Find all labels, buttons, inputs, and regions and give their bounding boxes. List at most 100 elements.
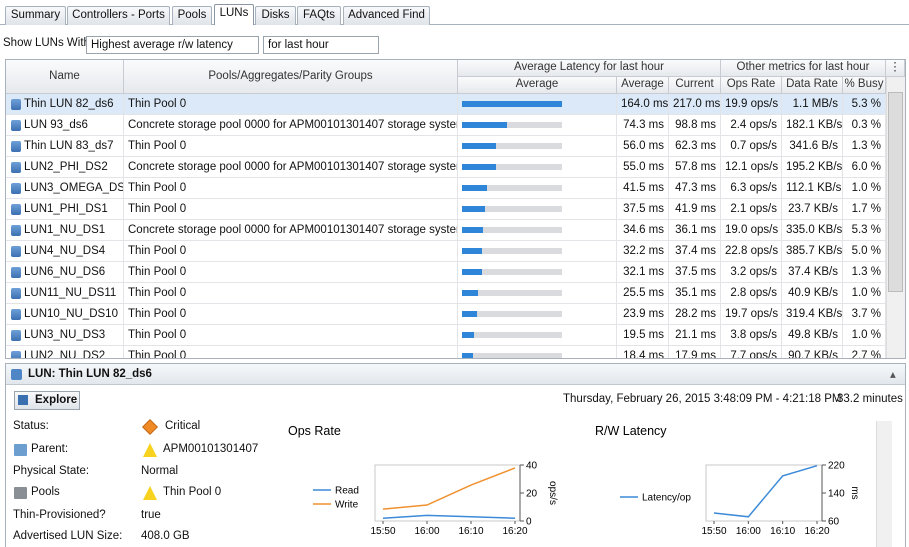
table-row[interactable]: Thin LUN 82_ds6 Thin Pool 0 164.0 ms 217.0 …	[6, 94, 886, 115]
tab[interactable]: Advanced Find	[343, 6, 430, 25]
tab[interactable]: Disks	[255, 6, 296, 25]
column-header: % Busy	[843, 77, 886, 94]
property-value: 408.0 GB	[141, 530, 190, 542]
collapse-button[interactable]: ▴	[890, 369, 896, 381]
table-cell: Concrete storage pool 0000 for APM001013…	[124, 220, 458, 241]
tab[interactable]: LUNs	[214, 4, 254, 25]
table-cell: 335.0 KB/s	[782, 220, 843, 241]
filter-label: Show LUNs With	[3, 37, 90, 49]
detail-panel: LUN: Thin LUN 82_ds6 ▴ Explore Thursday,…	[5, 363, 906, 547]
lun-icon	[11, 369, 22, 380]
tab-baseline	[0, 24, 909, 25]
table-cell: LUN10_NU_DS10	[6, 304, 124, 325]
table-cell: 49.8 KB/s	[782, 325, 843, 346]
explore-icon	[18, 395, 28, 405]
table-cell	[458, 94, 617, 115]
table-cell: 17.9 ms	[669, 346, 721, 358]
table-row[interactable]: LUN1_NU_DS1 Concrete storage pool 0000 fo…	[6, 220, 886, 241]
table-cell: 3.8 ops/s	[721, 325, 782, 346]
table-cell: 98.8 ms	[669, 115, 721, 136]
property-value: Critical	[165, 420, 201, 432]
table-cell	[458, 262, 617, 283]
table-cell: 41.9 ms	[669, 199, 721, 220]
table-cell: Thin Pool 0	[124, 178, 458, 199]
bar-track	[462, 185, 562, 191]
group-header: Average Latency for last hour	[458, 60, 721, 77]
table-cell: 19.7 ops/s	[721, 304, 782, 325]
column-menu[interactable]: ⋮	[886, 60, 905, 77]
detail-scrollbar[interactable]	[876, 421, 892, 547]
scroll-thumb[interactable]	[888, 92, 903, 292]
table-cell: 1.0 %	[843, 283, 886, 304]
table-cell: 47.3 ms	[669, 178, 721, 199]
column-header: Pools/Aggregates/Parity Groups	[124, 60, 458, 94]
table-cell: LUN 93_ds6	[6, 115, 124, 136]
table-cell: LUN3_OMEGA_DS3	[6, 178, 124, 199]
latency-bar	[462, 269, 482, 275]
table-row[interactable]: LUN 93_ds6 Concrete storage pool 0000 for…	[6, 115, 886, 136]
lun-icon	[11, 204, 21, 215]
table-cell: 19.5 ms	[617, 325, 669, 346]
table-cell: Thin Pool 0	[124, 241, 458, 262]
table-cell: Thin Pool 0	[124, 304, 458, 325]
table-row[interactable]: LUN6_NU_DS6 Thin Pool 0 32.1 ms 37.5 ms 3.2 …	[6, 262, 886, 283]
table-cell: 385.7 KB/s	[782, 241, 843, 262]
property-value: Thin Pool 0	[163, 486, 222, 498]
lun-icon	[11, 225, 21, 236]
table-cell: 2.4 ops/s	[721, 115, 782, 136]
table-row[interactable]: LUN10_NU_DS10 Thin Pool 0 23.9 ms 28.2 ms 19…	[6, 304, 886, 325]
tab[interactable]: Controllers - Ports	[67, 6, 170, 25]
table-row[interactable]: LUN2_NU_DS2 Thin Pool 0 18.4 ms 17.9 ms 7.7 …	[6, 346, 886, 358]
tab[interactable]: FAQts	[297, 6, 341, 25]
table-cell: 1.0 %	[843, 325, 886, 346]
table-row[interactable]: LUN4_NU_DS4 Thin Pool 0 32.2 ms 37.4 ms 22.8…	[6, 241, 886, 262]
time-range: Thursday, February 26, 2015 3:48:09 PM -…	[563, 393, 842, 405]
table-row[interactable]: Thin LUN 83_ds7 Thin Pool 0 56.0 ms 62.3 ms…	[6, 136, 886, 157]
table-cell	[458, 199, 617, 220]
lun-icon	[11, 309, 21, 320]
table-cell: 12.1 ops/s	[721, 157, 782, 178]
table-cell: 6.0 %	[843, 157, 886, 178]
bar-track	[462, 353, 562, 358]
table-cell: Thin Pool 0	[124, 136, 458, 157]
table-cell: Thin Pool 0	[124, 94, 458, 115]
property-label: Advertised LUN Size:	[13, 530, 123, 542]
lun-icon	[11, 162, 21, 173]
tab[interactable]: Pools	[172, 6, 212, 25]
table-body: Thin LUN 82_ds6 Thin Pool 0 164.0 ms 217.0 …	[6, 94, 886, 358]
table-cell: 25.5 ms	[617, 283, 669, 304]
table-cell: 1.3 %	[843, 136, 886, 157]
latency-bar	[462, 164, 496, 170]
table-cell: 35.1 ms	[669, 283, 721, 304]
latency-bar	[462, 311, 477, 317]
table-cell: LUN2_PHI_DS2	[6, 157, 124, 178]
table-cell: 0.3 %	[843, 115, 886, 136]
bar-track	[462, 206, 562, 212]
table-cell: 28.2 ms	[669, 304, 721, 325]
table-cell: LUN1_PHI_DS1	[6, 199, 124, 220]
explore-button[interactable]: Explore	[14, 391, 80, 410]
tab[interactable]: Summary	[5, 6, 66, 25]
table-cell: 74.3 ms	[617, 115, 669, 136]
table-cell: 7.7 ops/s	[721, 346, 782, 358]
table-cell: 5.3 %	[843, 220, 886, 241]
metric-select[interactable]: Highest average r/w latency	[86, 36, 259, 54]
table-row[interactable]: LUN3_OMEGA_DS3 Thin Pool 0 41.5 ms 47.3 ms 6…	[6, 178, 886, 199]
table-row[interactable]: LUN1_PHI_DS1 Thin Pool 0 37.5 ms 41.9 ms 2.1…	[6, 199, 886, 220]
lun-icon	[11, 351, 21, 358]
table-cell	[458, 346, 617, 358]
table-cell	[458, 283, 617, 304]
table-cell	[458, 220, 617, 241]
table-cell	[458, 325, 617, 346]
table-cell: 22.8 ops/s	[721, 241, 782, 262]
table-row[interactable]: LUN2_PHI_DS2 Concrete storage pool 0000 f…	[6, 157, 886, 178]
table-cell: 1.0 %	[843, 178, 886, 199]
period-select[interactable]: for last hour	[263, 36, 379, 54]
table-row[interactable]: LUN3_NU_DS3 Thin Pool 0 19.5 ms 21.1 ms 3.8 …	[6, 325, 886, 346]
table-cell: 0.7 ops/s	[721, 136, 782, 157]
table-row[interactable]: LUN11_NU_DS11 Thin Pool 0 25.5 ms 35.1 ms 2.…	[6, 283, 886, 304]
lun-icon	[11, 288, 21, 299]
group-header: Other metrics for last hour	[721, 60, 886, 77]
property-value: Normal	[141, 465, 179, 477]
